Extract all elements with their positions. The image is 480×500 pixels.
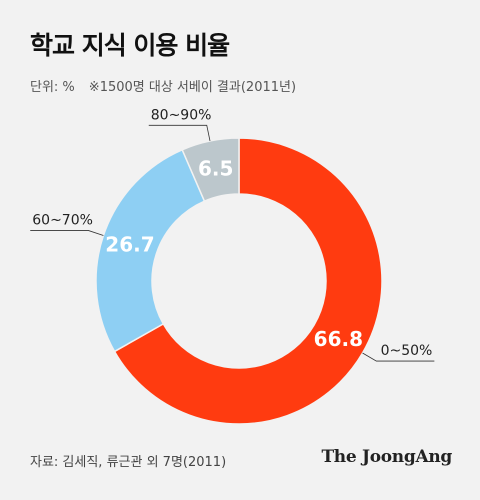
slice-3 [181, 137, 240, 203]
chart-labels: 66.8 0~50% 26.7 60~70% 6.5 80~90% [32, 107, 432, 359]
leader-line-1 [362, 352, 435, 362]
unit-label: 단위: % [30, 80, 75, 95]
leader-lines [30, 124, 435, 362]
survey-note: ※1500명 대상 서베이 결과(2011년) [88, 80, 297, 95]
slice-2 [95, 148, 206, 353]
chart-title: 학교 지식 이용 비율 [30, 31, 230, 60]
slice-1 [113, 137, 383, 425]
slice-category-label-3: 80~90% [151, 107, 212, 123]
slice-value-label-1: 66.8 [314, 327, 363, 351]
chart-subtitle: 단위: % ※1500명 대상 서베이 결과(2011년) [30, 76, 296, 95]
slice-value-label-3: 6.5 [198, 156, 233, 180]
leader-line-2 [30, 230, 104, 236]
source-note: 자료: 김세직, 류근관 외 7명(2011) [30, 455, 227, 470]
leader-line-3 [148, 124, 211, 142]
donut-slices [95, 137, 383, 425]
slice-category-label-1: 0~50% [381, 343, 433, 359]
slice-value-label-2: 26.7 [105, 232, 154, 256]
slice-category-label-2: 60~70% [32, 212, 93, 228]
brand-logo: The JoongAng [321, 447, 452, 467]
